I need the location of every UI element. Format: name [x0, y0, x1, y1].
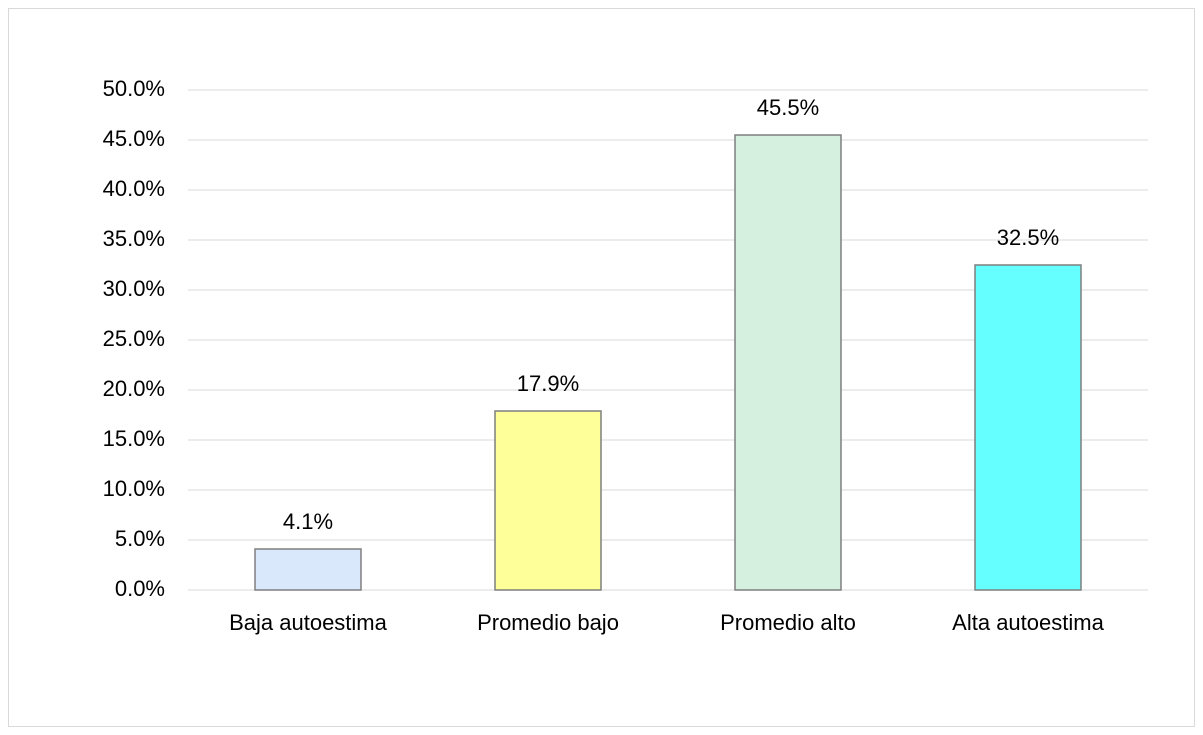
y-tick-label: 10.0%: [103, 476, 165, 501]
y-tick-label: 30.0%: [103, 276, 165, 301]
y-tick-label: 40.0%: [103, 176, 165, 201]
y-tick-label: 25.0%: [103, 326, 165, 351]
data-label: 17.9%: [517, 371, 579, 396]
y-tick-label: 50.0%: [103, 76, 165, 101]
y-tick-label: 15.0%: [103, 426, 165, 451]
bar: [254, 548, 362, 591]
x-tick-label: Promedio bajo: [477, 610, 619, 635]
bar: [494, 410, 602, 591]
bar: [734, 134, 842, 591]
x-tick-label: Baja autoestima: [229, 610, 388, 635]
bar: [974, 264, 1082, 591]
y-tick-label: 0.0%: [115, 576, 165, 601]
data-label: 45.5%: [757, 95, 819, 120]
data-label: 4.1%: [283, 509, 333, 534]
y-tick-label: 45.0%: [103, 126, 165, 151]
y-tick-label: 5.0%: [115, 526, 165, 551]
x-tick-label: Alta autoestima: [952, 610, 1104, 635]
x-tick-label: Promedio alto: [720, 610, 856, 635]
y-tick-label: 35.0%: [103, 226, 165, 251]
data-label: 32.5%: [997, 225, 1059, 250]
y-tick-label: 20.0%: [103, 376, 165, 401]
